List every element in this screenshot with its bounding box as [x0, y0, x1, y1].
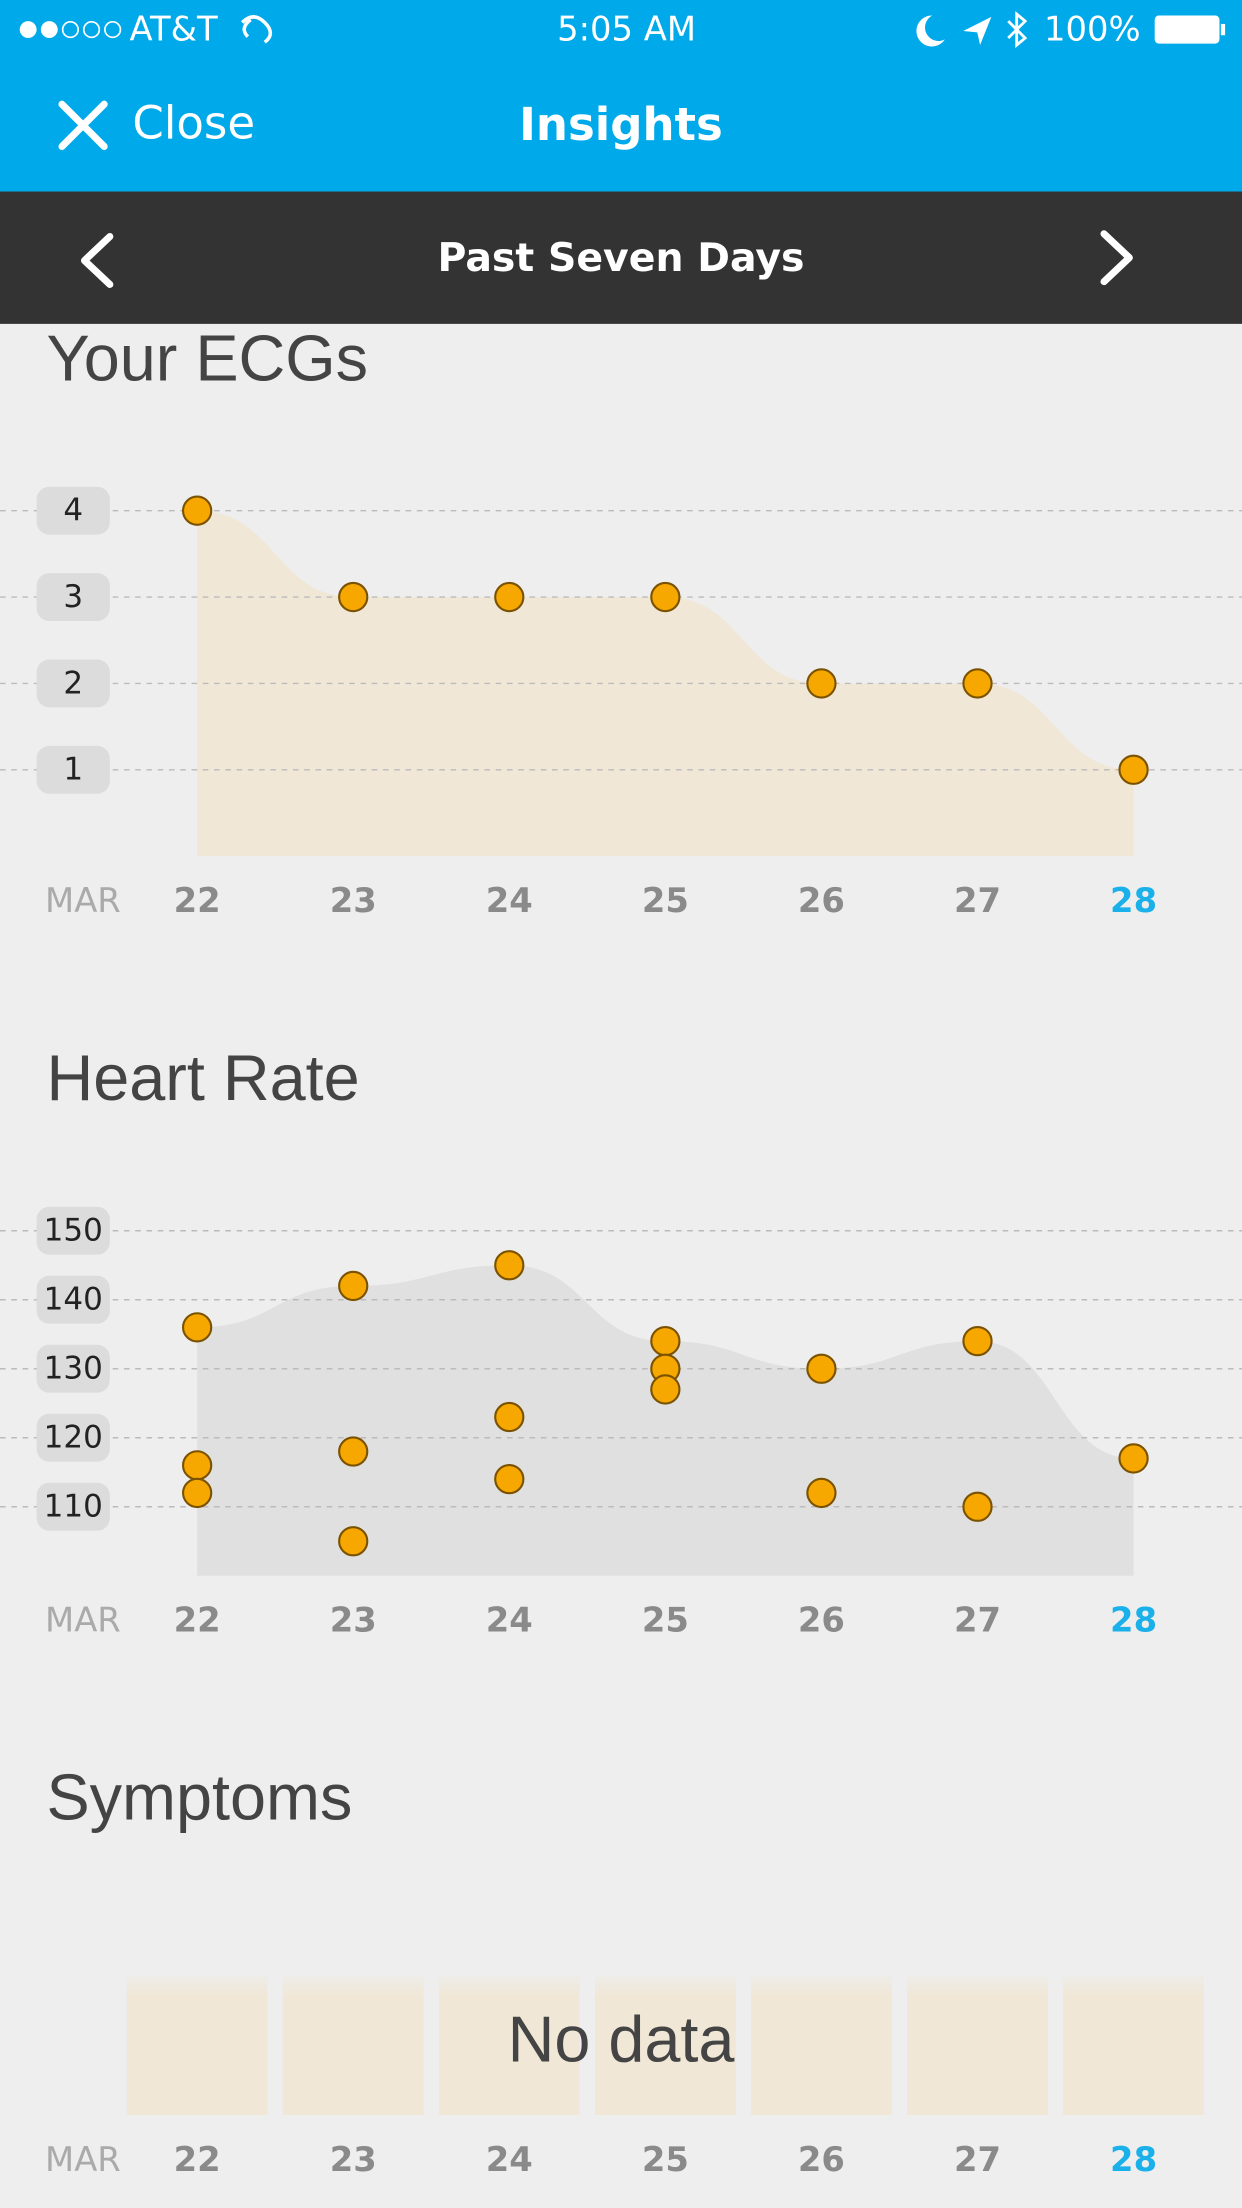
- y-tick-pill: [36, 1482, 110, 1531]
- x-tick-label: 25: [642, 1601, 689, 1640]
- data-point: [962, 1491, 993, 1522]
- x-tick-label: 26: [798, 1601, 845, 1640]
- x-tick-label: 27: [954, 881, 1001, 920]
- y-tick-label: 110: [44, 1489, 103, 1525]
- data-point: [806, 668, 837, 699]
- placeholder-bar: [1063, 1975, 1204, 2116]
- data-point: [338, 1526, 369, 1557]
- y-tick-label: 1: [63, 752, 83, 788]
- prev-button[interactable]: [80, 233, 114, 288]
- placeholder-bar: [594, 1975, 736, 2116]
- empty-text: No data: [508, 2003, 736, 2076]
- x-tick-label: 24: [486, 2140, 533, 2179]
- x-tick-label: 23: [330, 881, 377, 920]
- x-tick-label: 27: [954, 2140, 1001, 2179]
- y-tick-pill: [36, 659, 110, 708]
- data-point: [650, 1374, 681, 1405]
- data-point: [494, 1250, 525, 1281]
- data-point: [650, 1325, 681, 1357]
- battery-text: 100%: [1044, 9, 1141, 48]
- data-point: [494, 581, 525, 613]
- x-tick-label: 24: [486, 881, 533, 920]
- data-point: [338, 1270, 369, 1302]
- x-tick-label: 22: [174, 881, 221, 920]
- y-tick-label: 120: [44, 1420, 103, 1456]
- x-tick-label: 28: [1110, 881, 1157, 920]
- data-point: [338, 1436, 369, 1467]
- close-icon[interactable]: [58, 100, 108, 150]
- data-point: [494, 1401, 525, 1433]
- y-tick-label: 150: [44, 1213, 103, 1249]
- data-point: [494, 1463, 525, 1495]
- y-tick-pill: [36, 1344, 110, 1393]
- battery-tip: [1220, 23, 1226, 36]
- y-tick-pill: [36, 486, 110, 535]
- x-tick-label: 22: [174, 2140, 221, 2179]
- y-tick-pill: [36, 1206, 110, 1255]
- x-tick-label: 28: [1110, 1601, 1157, 1640]
- signal: [19, 20, 122, 39]
- placeholder-bar: [907, 1975, 1048, 2116]
- y-tick-pill: [36, 1413, 110, 1462]
- battery-icon: [1154, 15, 1220, 44]
- x-tick-label: 25: [642, 2140, 689, 2179]
- close-button[interactable]: Close: [132, 97, 255, 150]
- placeholder-bar: [751, 1975, 892, 2116]
- data-point: [182, 1477, 213, 1509]
- month-label: MAR: [45, 881, 121, 920]
- y-tick-pill: [36, 573, 110, 621]
- y-tick-label: 2: [63, 665, 83, 701]
- x-tick-label: 24: [486, 1601, 533, 1640]
- x-tick-label: 27: [954, 1601, 1001, 1640]
- x-tick-label: 23: [330, 2140, 377, 2179]
- x-tick-label: 25: [642, 881, 689, 920]
- range-title: Past Seven Days: [438, 235, 805, 281]
- y-tick-pill: [36, 1275, 110, 1324]
- bluetooth-icon: [1007, 11, 1028, 49]
- nav-title: Insights: [519, 98, 723, 151]
- next-button[interactable]: [1100, 230, 1133, 286]
- section-title: Your ECGs: [46, 321, 368, 394]
- y-tick-label: 130: [44, 1351, 103, 1387]
- y-tick-pill: [36, 745, 110, 794]
- placeholder-bar: [438, 1975, 580, 2116]
- area: [197, 1265, 1134, 1576]
- y-tick-label: 3: [63, 579, 83, 615]
- y-tick-label: 140: [44, 1282, 103, 1318]
- section-title: Heart Rate: [46, 1041, 359, 1114]
- x-tick-label: 26: [798, 881, 845, 920]
- range-bar: [0, 191, 1242, 324]
- header-bar: [0, 0, 1242, 192]
- data-point: [182, 1312, 213, 1343]
- data-point: [182, 1450, 213, 1481]
- carrier: AT&T: [130, 9, 218, 48]
- data-point: [962, 1325, 993, 1357]
- clock: 5:05 AM: [557, 9, 696, 48]
- link-icon: [240, 15, 273, 44]
- section-title: Symptoms: [46, 1761, 352, 1834]
- x-tick-label: 28: [1110, 2140, 1157, 2179]
- data-point: [338, 581, 369, 613]
- data-point: [806, 1477, 837, 1509]
- data-point: [1118, 1443, 1149, 1474]
- x-tick-label: 22: [174, 1601, 221, 1640]
- x-tick-label: 23: [330, 1601, 377, 1640]
- moon-icon: [916, 15, 945, 47]
- x-tick-label: 26: [798, 2140, 845, 2179]
- data-point: [806, 1353, 837, 1384]
- placeholder-bar: [126, 1975, 268, 2116]
- y-tick-label: 4: [63, 493, 83, 529]
- data-point: [1118, 754, 1149, 785]
- month-label: MAR: [45, 1601, 121, 1640]
- month-label: MAR: [45, 2140, 121, 2179]
- location-icon: [963, 16, 992, 46]
- data-point: [962, 668, 993, 699]
- placeholder-bar: [282, 1975, 424, 2116]
- data-point: [182, 495, 213, 526]
- data-point: [650, 581, 681, 613]
